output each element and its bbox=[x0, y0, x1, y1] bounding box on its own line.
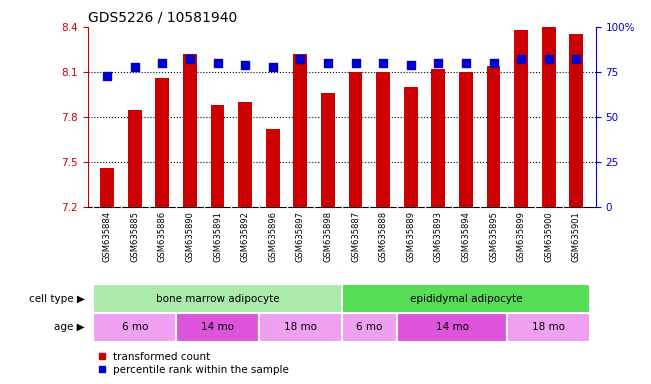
Point bbox=[268, 63, 278, 70]
Bar bbox=[211, 105, 225, 207]
Text: 6 mo: 6 mo bbox=[122, 322, 148, 333]
Bar bbox=[397, 313, 507, 342]
Text: GSM635896: GSM635896 bbox=[268, 211, 277, 262]
Point bbox=[406, 62, 416, 68]
Bar bbox=[432, 69, 445, 207]
Bar bbox=[294, 54, 307, 207]
Bar bbox=[183, 54, 197, 207]
Text: GSM635889: GSM635889 bbox=[406, 211, 415, 262]
Text: GSM635884: GSM635884 bbox=[103, 211, 112, 262]
Text: GSM635898: GSM635898 bbox=[324, 211, 333, 262]
Text: 6 mo: 6 mo bbox=[356, 322, 383, 333]
Point bbox=[350, 60, 361, 66]
Text: cell type ▶: cell type ▶ bbox=[29, 293, 85, 304]
Bar bbox=[93, 284, 342, 313]
Text: GSM635900: GSM635900 bbox=[544, 211, 553, 262]
Point bbox=[461, 60, 471, 66]
Point bbox=[544, 56, 554, 63]
Bar bbox=[376, 72, 390, 207]
Text: GSM635892: GSM635892 bbox=[241, 211, 250, 262]
Point bbox=[240, 62, 251, 68]
Bar bbox=[487, 66, 501, 207]
Point bbox=[130, 63, 140, 70]
Text: GSM635885: GSM635885 bbox=[130, 211, 139, 262]
Text: GSM635899: GSM635899 bbox=[517, 211, 525, 262]
Bar bbox=[514, 30, 528, 207]
Bar bbox=[259, 313, 342, 342]
Text: 18 mo: 18 mo bbox=[533, 322, 565, 333]
Point bbox=[488, 60, 499, 66]
Point bbox=[295, 56, 305, 63]
Text: GSM635901: GSM635901 bbox=[572, 211, 581, 262]
Text: GSM635890: GSM635890 bbox=[186, 211, 195, 262]
Bar bbox=[238, 102, 252, 207]
Point bbox=[212, 60, 223, 66]
Text: GSM635897: GSM635897 bbox=[296, 211, 305, 262]
Bar bbox=[404, 87, 418, 207]
Bar bbox=[342, 284, 590, 313]
Text: age ▶: age ▶ bbox=[54, 322, 85, 333]
Bar bbox=[156, 78, 169, 207]
Bar bbox=[542, 27, 556, 207]
Text: GSM635888: GSM635888 bbox=[379, 211, 387, 262]
Point bbox=[433, 60, 443, 66]
Bar bbox=[266, 129, 280, 207]
Legend: transformed count, percentile rank within the sample: transformed count, percentile rank withi… bbox=[93, 348, 293, 379]
Text: bone marrow adipocyte: bone marrow adipocyte bbox=[156, 293, 279, 304]
Bar bbox=[349, 72, 363, 207]
Text: GSM635894: GSM635894 bbox=[462, 211, 471, 262]
Text: 18 mo: 18 mo bbox=[284, 322, 317, 333]
Bar bbox=[342, 313, 397, 342]
Point bbox=[378, 60, 389, 66]
Bar bbox=[93, 313, 176, 342]
Text: epididymal adipocyte: epididymal adipocyte bbox=[409, 293, 522, 304]
Point bbox=[323, 60, 333, 66]
Bar bbox=[321, 93, 335, 207]
Bar bbox=[176, 313, 259, 342]
Bar bbox=[128, 109, 142, 207]
Point bbox=[516, 56, 527, 63]
Point bbox=[102, 73, 113, 79]
Text: GSM635887: GSM635887 bbox=[351, 211, 360, 262]
Text: GSM635891: GSM635891 bbox=[213, 211, 222, 262]
Bar bbox=[570, 35, 583, 207]
Bar bbox=[459, 72, 473, 207]
Bar bbox=[507, 313, 590, 342]
Point bbox=[571, 56, 581, 63]
Text: 14 mo: 14 mo bbox=[201, 322, 234, 333]
Point bbox=[157, 60, 167, 66]
Bar bbox=[100, 168, 114, 207]
Point bbox=[185, 56, 195, 63]
Text: GSM635886: GSM635886 bbox=[158, 211, 167, 262]
Text: GSM635895: GSM635895 bbox=[489, 211, 498, 262]
Text: GSM635893: GSM635893 bbox=[434, 211, 443, 262]
Text: 14 mo: 14 mo bbox=[436, 322, 469, 333]
Text: GDS5226 / 10581940: GDS5226 / 10581940 bbox=[88, 10, 237, 24]
